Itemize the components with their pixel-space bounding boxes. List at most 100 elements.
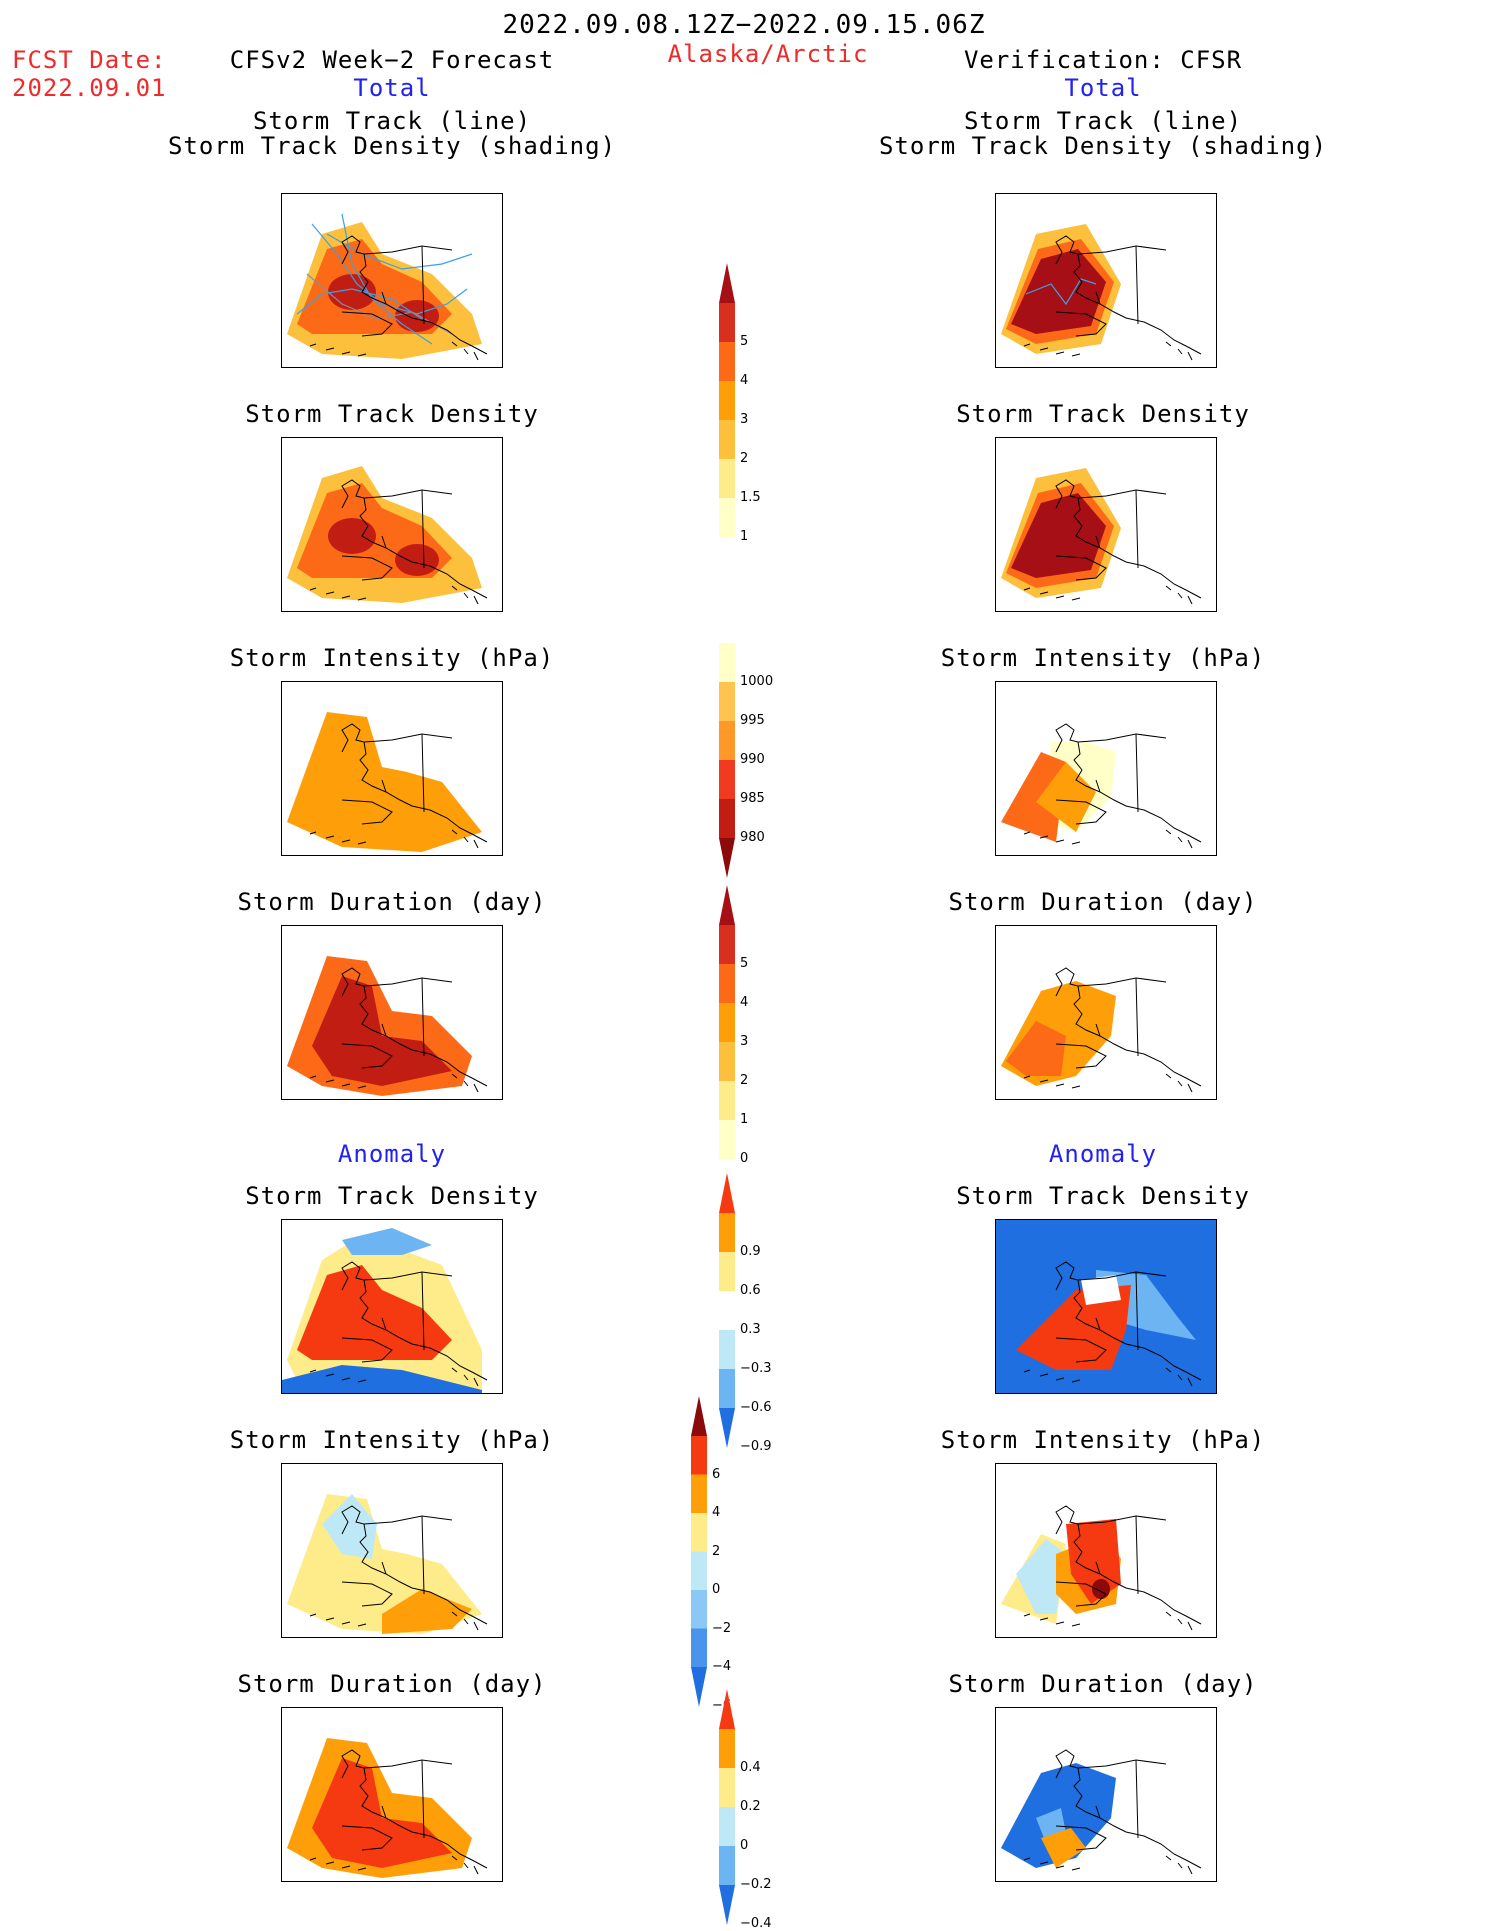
colorbar-tick-label: −4 <box>712 1659 732 1674</box>
duration-anom-title-right: Storm Duration (day) <box>948 1670 1258 1698</box>
anomaly-label-right: Anomaly <box>1048 1140 1158 1168</box>
island-outline <box>309 585 479 605</box>
map-density-anomaly-forecast <box>281 1219 503 1394</box>
colorbar-bin <box>719 1120 735 1159</box>
colorbar-bin <box>719 1291 735 1330</box>
colorbar-arrow-top <box>719 1689 735 1729</box>
colorbar-bin <box>691 1474 707 1513</box>
colorbar-arrow-bottom <box>719 838 735 878</box>
colorbar-arrow-bottom <box>691 1667 707 1707</box>
colorbar-bin <box>719 1768 735 1807</box>
colorbar-tick-label: 0.3 <box>740 1322 761 1337</box>
colorbar-tick-label: 2 <box>712 1543 721 1559</box>
colorbar-tick-label: 4 <box>740 373 749 388</box>
map-duration-anomaly-forecast <box>281 1707 503 1882</box>
colorbar-bin <box>719 1807 735 1846</box>
island-outline <box>309 1073 479 1093</box>
colorbar-bin <box>719 1846 735 1885</box>
map-density-verification <box>995 437 1217 612</box>
colorbar-tick-label: 1 <box>740 529 749 544</box>
colorbar-tick-label: −0.2 <box>740 1877 772 1892</box>
fcst-date-value: 2022.09.01 <box>12 74 167 102</box>
total-label-right: Total <box>1064 74 1142 102</box>
island-outline <box>1023 1611 1193 1631</box>
colorbar-tick-label: 1000 <box>740 674 774 689</box>
track-line-title-right: Storm Track (line) <box>963 107 1243 135</box>
intensity-anom-title-right: Storm Intensity (hPa) <box>940 1426 1266 1454</box>
colorbar-bin <box>719 420 735 459</box>
colorbar-bin <box>719 1003 735 1042</box>
colorbar-bin <box>719 1081 735 1120</box>
colorbar-tick-label: 3 <box>740 1034 749 1049</box>
coastline <box>341 723 488 843</box>
density-title-left: Storm Track Density <box>245 400 539 428</box>
colorbar-bin <box>719 682 735 721</box>
island-outline <box>1023 585 1193 605</box>
shading-region <box>1081 1275 1121 1305</box>
coastline <box>1055 1749 1202 1869</box>
colorbar-tick-label: 0.9 <box>740 1244 761 1259</box>
colorbar-bin <box>719 459 735 498</box>
island-outline <box>1023 1073 1193 1093</box>
coastline <box>1055 235 1202 355</box>
density-anom-title-right: Storm Track Density <box>956 1182 1250 1210</box>
colorbar-bin <box>691 1436 707 1475</box>
island-outline <box>309 1855 479 1875</box>
track-line-title-left: Storm Track (line) <box>252 107 532 135</box>
coastline <box>1055 1505 1202 1625</box>
colorbar-tick-label: −2 <box>712 1620 732 1636</box>
storm-track-line <box>311 223 468 315</box>
storm-track-line <box>306 273 453 335</box>
colorbar-bin <box>719 498 735 537</box>
shading-region <box>1001 752 1066 842</box>
colorbar-tick-label: 1 <box>740 1112 749 1127</box>
track-shading-title-right: Storm Track Density (shading) <box>878 132 1328 160</box>
storm-track-line <box>296 288 423 320</box>
shading-region <box>1016 1285 1131 1370</box>
storm-track-line <box>326 233 473 270</box>
coastline <box>1055 967 1202 1087</box>
colorbar-tick-label: 0.4 <box>740 1760 761 1775</box>
coastline <box>341 235 488 355</box>
colorbar-bin <box>719 1729 735 1768</box>
verification-title: Verification: CFSR <box>963 46 1243 74</box>
forecast-title: CFSv2 Week−2 Forecast <box>229 46 555 74</box>
shading-region <box>1016 1539 1066 1614</box>
colorbar-tick-label: 3 <box>740 412 749 427</box>
coastline <box>1055 479 1202 599</box>
track-shading-title-left: Storm Track Density (shading) <box>167 132 617 160</box>
shading-region <box>1011 493 1106 578</box>
shading-region <box>282 1365 482 1393</box>
colorbar-tick-label: 1.5 <box>740 490 761 505</box>
shading-core <box>395 544 439 576</box>
storm-track-line <box>341 213 433 345</box>
colorbar-bin <box>719 1369 735 1408</box>
map-duration-forecast <box>281 925 503 1100</box>
shading-region <box>1036 762 1096 832</box>
duration-title-left: Storm Duration (day) <box>237 888 547 916</box>
shading-core <box>1092 1579 1110 1599</box>
coastline <box>341 1261 488 1381</box>
colorbar-tick-label: 4 <box>712 1505 721 1520</box>
storm-track-line <box>1025 278 1097 306</box>
colorbar-bin <box>719 964 735 1003</box>
colorbar-tick-label: −0.3 <box>740 1361 772 1376</box>
island-outline <box>1023 1855 1193 1875</box>
region-title: Alaska/Arctic <box>667 40 869 68</box>
colorbar-tick-label: 5 <box>740 334 749 349</box>
map-duration-anomaly-verification <box>995 1707 1217 1882</box>
colorbar-tick-label: 0 <box>740 1151 749 1166</box>
map-intensity-anomaly-forecast <box>281 1463 503 1638</box>
colorbar-tick-label: 2 <box>740 1073 749 1088</box>
colorbar-bin <box>719 721 735 760</box>
shading-core <box>328 274 376 310</box>
colorbar-bin <box>691 1590 707 1629</box>
colorbar-bin <box>719 1330 735 1369</box>
shading-region <box>1011 249 1106 334</box>
colorbar-arrow-top <box>691 1396 707 1436</box>
colorbar-bin <box>719 643 735 682</box>
anomaly-label-left: Anomaly <box>337 1140 447 1168</box>
colorbar-tick-label: −0.9 <box>740 1439 772 1454</box>
colorbar-arrow-top <box>719 263 735 303</box>
intensity-title-right: Storm Intensity (hPa) <box>940 644 1266 672</box>
